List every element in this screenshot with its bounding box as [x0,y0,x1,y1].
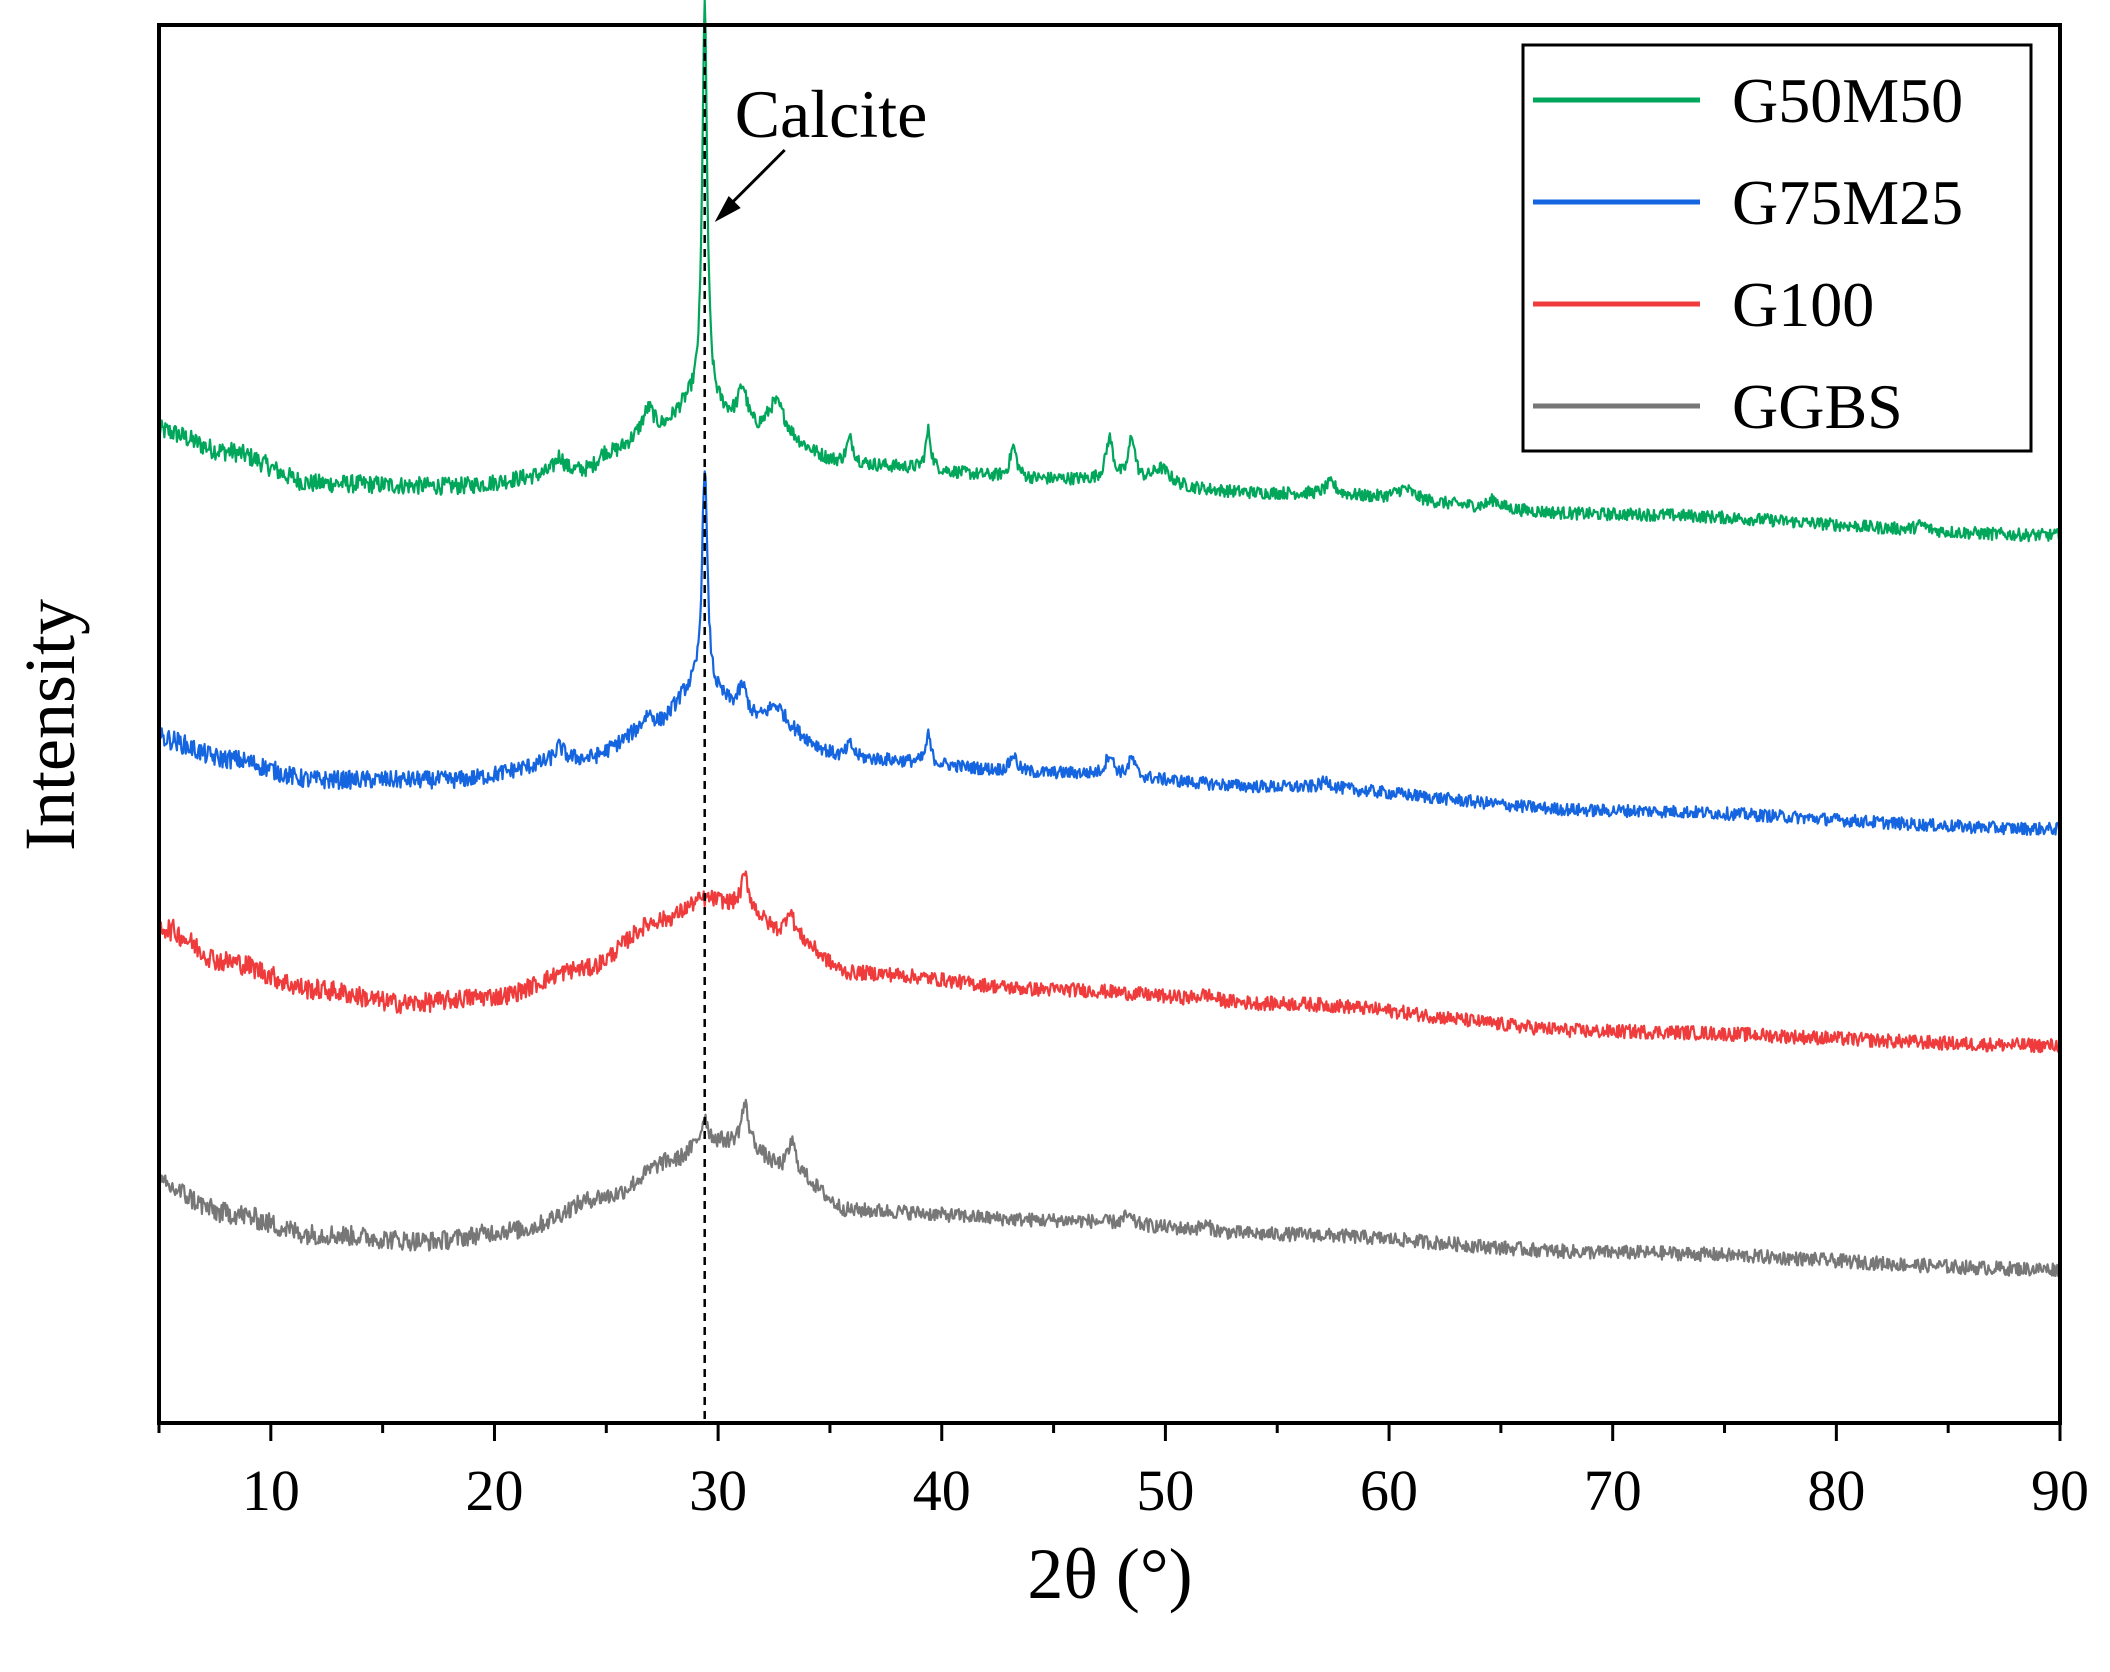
series-line-g50m50 [157,0,2061,543]
calcite-annotation-label: Calcite [735,76,928,152]
annotation-layer: Calcite [703,25,928,1423]
legend-label-g50m50: G50M50 [1732,65,1963,136]
x-tick-label: 50 [1136,1458,1194,1523]
calcite-arrow-head [714,196,741,222]
x-tick-label: 30 [689,1458,747,1523]
x-tick-label: 40 [913,1458,971,1523]
legend-label-ggbs: GGBS [1732,371,1903,442]
x-tick-label: 70 [1584,1458,1642,1523]
x-tick-label: 90 [2031,1458,2089,1523]
legend-box [1521,43,2033,453]
x-tick-label: 10 [242,1458,300,1523]
series-line-g75m25 [157,470,2061,836]
x-tick-label: 80 [1807,1458,1865,1523]
series-line-ggbs [157,1098,2062,1278]
plot-frame [157,23,2062,1425]
x-tick-label: 60 [1360,1458,1418,1523]
legend: G50M50 G75M25 G100 GGBS [1521,43,2033,453]
x-axis-label: 2θ (°) [1027,1534,1192,1614]
series-line-g100 [157,870,2062,1054]
calcite-arrow-shaft [725,148,786,210]
y-axis-label: Intensity [10,599,90,851]
legend-label-g75m25: G75M25 [1732,167,1963,238]
x-tick-label: 20 [465,1458,523,1523]
x-axis: 10 20 30 40 50 60 70 80 90 [157,1423,2089,1523]
series-layer [157,0,2062,1278]
legend-label-g100: G100 [1732,269,1874,340]
